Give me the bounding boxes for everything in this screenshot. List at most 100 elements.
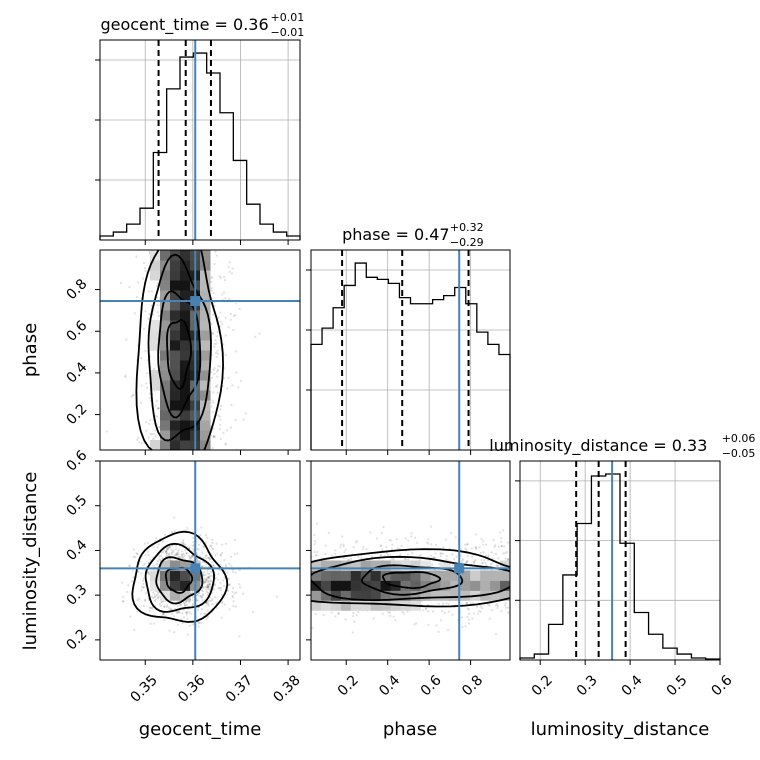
scatter-point [151,591,155,594]
density-cell [170,430,181,441]
scatter-point [148,397,151,400]
scatter-point [214,351,218,354]
scatter-point [230,403,233,407]
scatter-point [219,589,222,592]
density-cell [200,290,211,301]
density-cell [180,420,191,431]
contour-line [135,250,225,450]
scatter-point [161,557,164,560]
scatter-point [407,558,410,561]
scatter-point [372,617,375,620]
scatter-point [489,563,493,566]
scatter-point [154,595,157,598]
scatter-point [467,622,471,625]
scatter-point [121,595,124,599]
density-cell [180,390,191,401]
x-axis-label-phase: phase [383,719,437,740]
scatter-point [209,585,212,589]
scatter-point [410,535,413,538]
density-cell [170,370,181,381]
title-minus: −0.01 [271,26,305,39]
scatter-point [197,548,200,551]
scatter-point [204,557,208,560]
scatter-point [150,606,153,609]
scatter-point [432,610,435,613]
density-cell [170,310,181,321]
scatter-point [207,600,210,603]
scatter-point [207,576,210,579]
scatter-point [192,547,195,551]
scatter-point [132,555,135,559]
scatter-point [404,557,407,560]
scatter-point [216,383,219,387]
scatter-point [212,291,215,295]
scatter-point [144,269,147,273]
density-cell [160,310,171,321]
scatter-point [479,610,482,613]
density-cell [160,370,171,381]
scatter-point [464,543,467,546]
density-cell [170,280,181,291]
density-cell [470,570,481,581]
density-cell [430,580,441,591]
scatter-point [362,548,365,551]
scatter-point [487,559,490,562]
scatter-point [208,599,211,603]
scatter-point [465,543,469,546]
density-cell [450,570,461,581]
scatter-point [167,553,171,556]
scatter-point [149,418,152,421]
scatter-point [135,438,139,441]
scatter-point [181,553,184,556]
density-cell [160,320,171,331]
scatter-point [126,590,129,594]
scatter-point [223,559,226,562]
density-cell [200,420,211,431]
panel-2d-phase-luminosity_distance [306,460,511,665]
scatter-point [494,552,498,556]
scatter-point [202,545,205,548]
density-cell [200,370,211,381]
scatter-point [173,631,176,634]
scatter-point [147,572,150,575]
scatter-point [227,376,230,379]
scatter-point [176,553,179,556]
density-cell [180,350,191,361]
scatter-point [147,570,150,573]
scatter-point [215,601,218,604]
y-axis-label-phase: phase [20,323,41,377]
scatter-point [135,295,139,299]
scatter-point [380,531,383,535]
scatter-point [388,538,391,542]
scatter-point [410,532,413,535]
scatter-point [442,546,445,549]
scatter-point [121,600,124,603]
scatter-point [476,605,479,608]
density-cell [150,570,161,581]
scatter-point [445,558,448,561]
scatter-point [211,399,214,402]
scatter-point [480,558,483,562]
scatter-point [198,621,201,624]
scatter-point [474,559,477,562]
scatter-point [206,603,209,606]
scatter-point [192,596,195,599]
scatter-point [455,555,458,558]
scatter-point [355,614,358,617]
y-tick-label-luminosity_distance: 0.6 [63,447,90,474]
scatter-point [166,552,169,555]
scatter-point [147,290,150,293]
scatter-point [217,364,220,367]
density-cell [490,570,501,581]
scatter-point [496,602,499,606]
density-cell [150,440,161,450]
scatter-point [170,552,173,555]
scatter-point [491,557,494,560]
scatter-point [434,543,438,547]
scatter-point [149,607,152,610]
scatter-point [313,540,317,543]
density-cell [200,320,211,331]
scatter-point [231,590,234,593]
scatter-point [134,555,137,558]
scatter-point [155,415,159,418]
